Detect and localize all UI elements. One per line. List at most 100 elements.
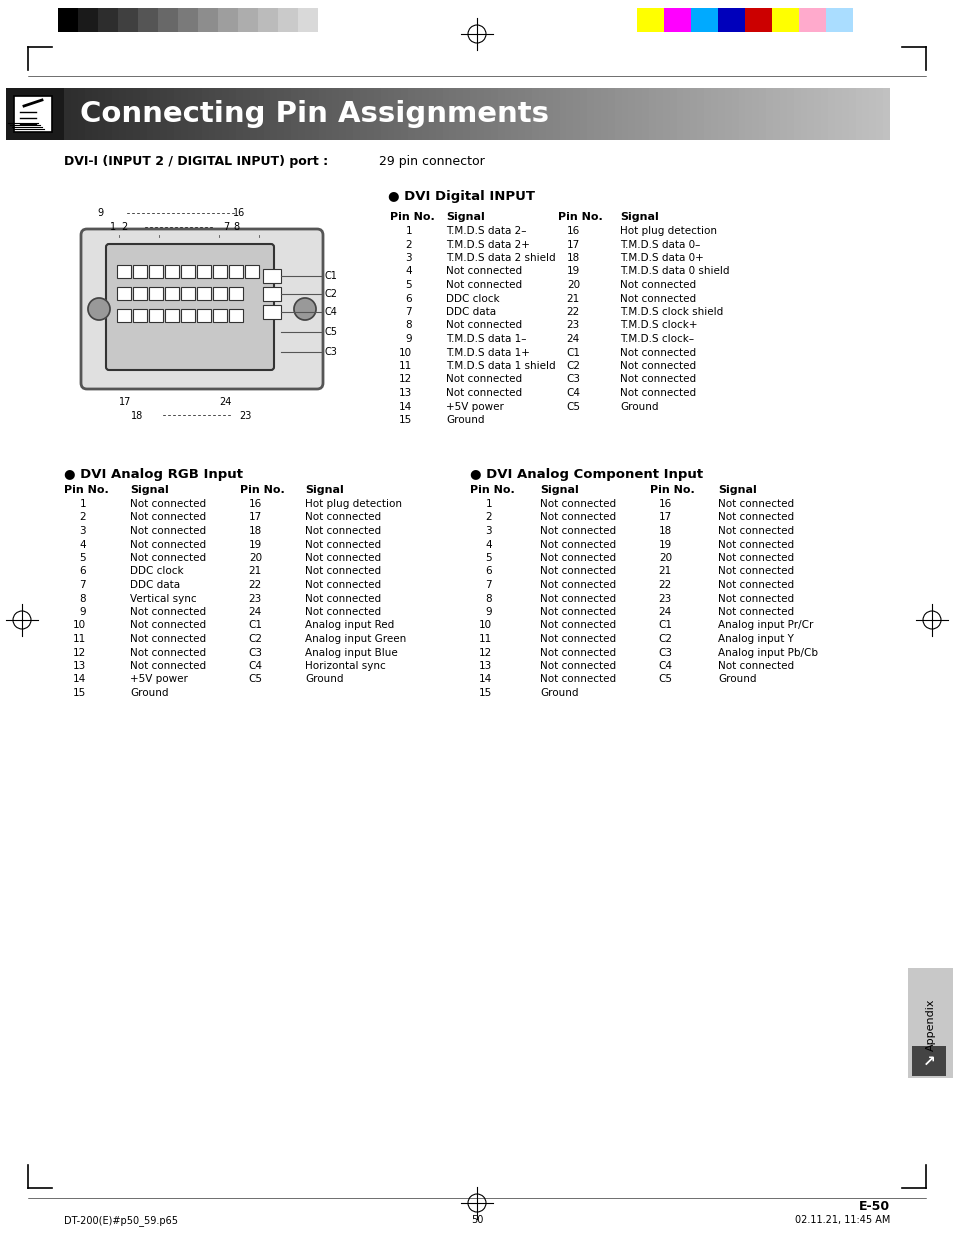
Bar — [353, 88, 360, 140]
Text: Not connected: Not connected — [539, 606, 616, 618]
Bar — [703, 88, 711, 140]
Bar — [14, 96, 52, 132]
Text: Not connected: Not connected — [130, 540, 206, 550]
Text: C1: C1 — [325, 270, 337, 282]
Text: 1: 1 — [405, 226, 412, 236]
Bar — [165, 266, 179, 278]
Bar — [229, 309, 243, 322]
Text: Vertical sync: Vertical sync — [130, 594, 196, 604]
Bar — [165, 309, 179, 322]
Bar — [149, 266, 163, 278]
Bar — [806, 88, 814, 140]
Bar — [635, 88, 642, 140]
Text: 23: 23 — [659, 594, 671, 604]
Bar — [196, 266, 211, 278]
Text: 24: 24 — [566, 333, 579, 345]
Bar — [771, 7, 799, 32]
Text: ● DVI Analog Component Input: ● DVI Analog Component Input — [470, 468, 702, 480]
Text: C5: C5 — [325, 327, 337, 337]
Text: 16: 16 — [233, 207, 245, 219]
Bar — [132, 88, 140, 140]
Bar — [793, 88, 801, 140]
Text: 21: 21 — [659, 567, 671, 577]
Text: Ground: Ground — [446, 415, 484, 425]
Bar — [213, 266, 227, 278]
Bar — [105, 88, 112, 140]
Text: ● DVI Analog RGB Input: ● DVI Analog RGB Input — [64, 468, 243, 480]
Bar — [682, 88, 690, 140]
Text: DDC data: DDC data — [446, 308, 496, 317]
Text: C2: C2 — [565, 361, 579, 370]
Text: 6: 6 — [485, 567, 492, 577]
Bar — [848, 88, 855, 140]
Bar — [235, 88, 243, 140]
Text: Not connected: Not connected — [130, 647, 206, 657]
Text: Not connected: Not connected — [539, 634, 616, 643]
Bar — [600, 88, 608, 140]
Text: 10: 10 — [72, 620, 86, 631]
Text: 12: 12 — [478, 647, 492, 657]
Text: C4: C4 — [325, 308, 337, 317]
Bar — [178, 7, 198, 32]
Text: +5V power: +5V power — [446, 401, 503, 411]
Text: 4: 4 — [405, 267, 412, 277]
Text: 8: 8 — [79, 594, 86, 604]
Bar — [126, 88, 133, 140]
Bar — [436, 88, 442, 140]
Bar — [752, 88, 759, 140]
Text: +5V power: +5V power — [130, 674, 188, 684]
Bar — [497, 88, 504, 140]
Text: Ground: Ground — [305, 674, 343, 684]
Text: 9: 9 — [485, 606, 492, 618]
Bar — [628, 88, 635, 140]
Bar — [470, 88, 477, 140]
Bar — [71, 88, 78, 140]
Bar — [132, 266, 147, 278]
Text: 2: 2 — [79, 513, 86, 522]
Bar — [517, 88, 525, 140]
Bar — [456, 88, 463, 140]
Bar — [213, 287, 227, 300]
Text: Analog input Red: Analog input Red — [305, 620, 394, 631]
Text: 19: 19 — [249, 540, 262, 550]
Text: 11: 11 — [72, 634, 86, 643]
Bar — [476, 88, 484, 140]
Text: Not connected: Not connected — [446, 267, 521, 277]
Bar — [263, 269, 281, 283]
Text: Not connected: Not connected — [718, 606, 793, 618]
Text: Not connected: Not connected — [446, 388, 521, 398]
Text: Not connected: Not connected — [539, 594, 616, 604]
Text: C2: C2 — [248, 634, 262, 643]
Bar — [297, 88, 305, 140]
Text: Connecting Pin Assignments: Connecting Pin Assignments — [80, 100, 548, 128]
Text: Not connected: Not connected — [130, 661, 206, 671]
Bar — [188, 88, 195, 140]
Text: Not connected: Not connected — [305, 540, 381, 550]
Bar — [139, 88, 147, 140]
Text: Not connected: Not connected — [130, 553, 206, 563]
Bar — [690, 88, 697, 140]
Text: 1: 1 — [110, 222, 116, 232]
Bar — [648, 88, 656, 140]
Text: 9: 9 — [405, 333, 412, 345]
Bar — [538, 88, 546, 140]
Bar — [149, 287, 163, 300]
Bar — [641, 88, 649, 140]
Text: 1: 1 — [79, 499, 86, 509]
Bar — [868, 88, 876, 140]
Bar — [98, 7, 118, 32]
Bar — [64, 88, 71, 140]
Bar — [181, 309, 194, 322]
Text: E-50: E-50 — [858, 1200, 889, 1213]
Text: Analog input Green: Analog input Green — [305, 634, 406, 643]
Bar — [158, 7, 178, 32]
Text: Not connected: Not connected — [718, 526, 793, 536]
Text: T.M.D.S data 2+: T.M.D.S data 2+ — [446, 240, 529, 249]
Text: Not connected: Not connected — [305, 606, 381, 618]
Text: 2: 2 — [121, 222, 127, 232]
Text: 4: 4 — [485, 540, 492, 550]
Text: Not connected: Not connected — [718, 567, 793, 577]
Bar — [201, 88, 209, 140]
Text: Not connected: Not connected — [539, 647, 616, 657]
Text: 21: 21 — [249, 567, 262, 577]
